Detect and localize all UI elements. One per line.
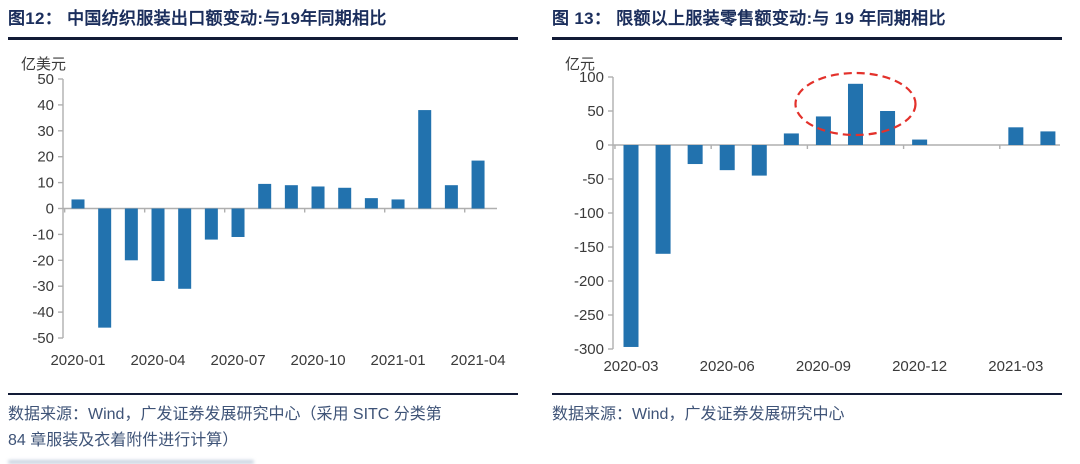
bar-2020-04 (151, 208, 165, 282)
bar-2020-12 (912, 139, 928, 145)
bar-2020-11 (338, 187, 352, 209)
bar-2020-09 (284, 185, 298, 209)
figure-12-chart-area: 亿美元 50 40 30 20 10 0 -10 -20 -30 -40 -50 2020-01 202… (8, 53, 518, 379)
bar-2020-07 (751, 145, 767, 176)
y-tick-label: 50 (37, 71, 54, 88)
x-tick-label: 2020-03 (603, 358, 658, 375)
y-tick-label: -20 (32, 252, 54, 269)
figure-13-source-rule (552, 393, 1062, 395)
y-tick-label: -250 (574, 307, 604, 324)
y-tick-label: -300 (574, 341, 604, 358)
x-tick-label: 2020-04 (130, 352, 185, 369)
figure-12-source: 数据来源：Wind，广发证券发展研究中心（采用 SITC 分类第 84 章服装及… (8, 402, 518, 454)
highlight-ellipse (794, 71, 917, 137)
y-tick-label: 50 (587, 103, 604, 120)
y-tick-label: 0 (46, 201, 54, 218)
bar-2020-10 (311, 186, 325, 209)
figures-row: 图12： 中国纺织服装出口额变动:与19年同期相比 亿美元 50 40 30 20 10… (8, 6, 1062, 464)
bar-2020-03 (124, 208, 138, 261)
bar-2021-01 (391, 199, 405, 209)
y-tick-label: -100 (574, 205, 604, 222)
x-tick-label: 2021-04 (451, 352, 506, 369)
figure-12-bar-chart-svg: 50 40 30 20 10 0 -10 -20 -30 -40 -50 2020-01 2020-04… (32, 71, 506, 369)
figure-12-y-axis-unit-label: 亿美元 (21, 56, 67, 73)
bar-2020-12 (364, 198, 378, 209)
figure-12: 图12： 中国纺织服装出口额变动:与19年同期相比 亿美元 50 40 30 20 10… (8, 6, 518, 464)
bar-2020-08 (258, 183, 272, 209)
y-tick-label: 20 (37, 149, 54, 166)
x-tick-label: 2020-10 (290, 352, 345, 369)
x-tick-label: 2020-07 (210, 352, 265, 369)
bar-2020-06 (719, 145, 735, 171)
figure-13-y-axis-unit-label: 亿元 (565, 56, 596, 73)
bar-2020-01 (71, 199, 85, 209)
y-tick-label: -150 (574, 239, 604, 256)
figure-13-source: 数据来源：Wind，广发证券发展研究中心 (552, 402, 1062, 428)
x-tick-label: 2020-01 (50, 352, 105, 369)
figure-13: 图 13： 限额以上服装零售额变动:与 19 年同期相比 亿元 100 50 0 -5… (552, 6, 1062, 454)
bar-2021-03 (1008, 127, 1024, 145)
figure-12-source-rule (8, 393, 518, 395)
bar-2021-03 (444, 185, 458, 209)
y-tick-label: 30 (37, 123, 54, 140)
y-tick-label: -40 (32, 304, 54, 321)
bar-2020-03 (623, 145, 639, 347)
figure-12-title: 图12： 中国纺织服装出口额变动:与19年同期相比 (8, 9, 387, 28)
bar-2021-04 (1040, 131, 1056, 145)
bar-2020-08 (783, 133, 799, 145)
source-line: 数据来源：Wind，广发证券发展研究中心 (552, 406, 845, 423)
y-tick-label: -200 (574, 273, 604, 290)
bar-2020-05 (178, 208, 192, 289)
bar-2020-07 (231, 208, 245, 237)
x-tick-label: 2021-01 (371, 352, 426, 369)
bar-2020-04 (655, 145, 671, 254)
bar-2020-06 (204, 208, 218, 240)
cutoff-text-artifact (8, 460, 254, 464)
source-line: 数据来源：Wind，广发证券发展研究中心（采用 SITC 分类第 (8, 406, 442, 423)
y-tick-label: -30 (32, 278, 54, 295)
y-tick-label: 10 (37, 175, 54, 192)
bar-2020-11 (880, 111, 896, 145)
figure-13-title-rule (552, 37, 1062, 40)
figure-13-title: 图 13： 限额以上服装零售额变动:与 19 年同期相比 (552, 9, 946, 28)
x-tick-label: 2020-06 (700, 358, 755, 375)
x-tick-label: 2021-03 (988, 358, 1043, 375)
y-tick-label: 100 (579, 69, 604, 86)
y-tick-label: 0 (596, 137, 604, 154)
x-tick-label: 2020-12 (892, 358, 947, 375)
bar-2020-05 (687, 145, 703, 165)
source-line: 84 章服装及衣着附件进行计算） (8, 432, 239, 449)
figure-13-bar-chart: 100 50 0 -50 -100 -150 -200 -250 -300 2020-03 2020… (552, 53, 1062, 384)
bar-2020-10 (847, 83, 863, 145)
y-tick-label: -10 (32, 226, 54, 243)
figure-13-chart-area: 亿元 100 50 0 -50 -100 -150 -200 -250 -300 2020-03 2… (552, 53, 1062, 379)
bar-2021-02 (418, 110, 432, 209)
figure-12-title-rule (8, 37, 518, 40)
x-tick-label: 2020-09 (796, 358, 851, 375)
bar-2020-02 (98, 208, 112, 328)
y-tick-label: -50 (582, 171, 604, 188)
figure-12-bar-chart: 50 40 30 20 10 0 -10 -20 -30 -40 -50 2020-01 2020-04… (8, 53, 518, 384)
y-tick-label: -50 (32, 330, 54, 347)
y-tick-label: 40 (37, 97, 54, 114)
bar-2021-04 (471, 160, 485, 209)
